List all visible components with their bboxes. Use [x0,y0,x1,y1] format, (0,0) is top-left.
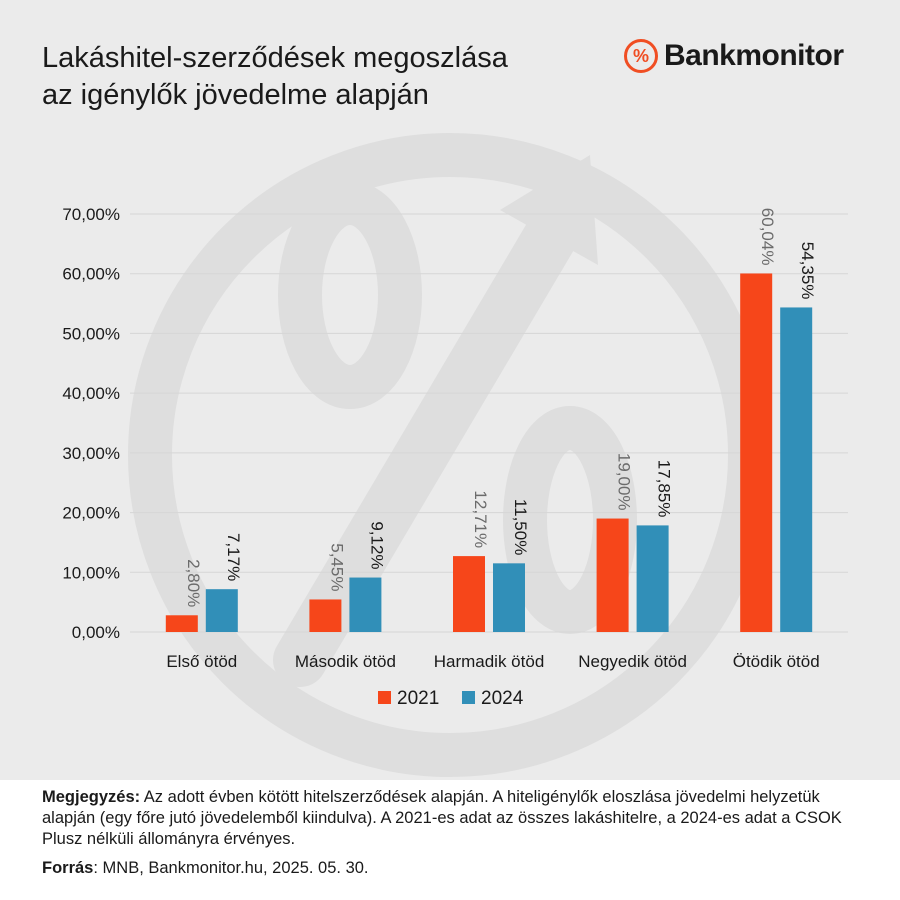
x-tick-label: Első ötöd [166,652,237,671]
data-label-2024: 54,35% [798,242,817,300]
title-line-2: az igénylők jövedelme alapján [42,79,429,111]
title-line-1: Lakáshitel-szerződések megoszlása [42,42,508,74]
data-label-2024: 11,50% [511,499,530,555]
note-label: Megjegyzés: [42,788,141,806]
bar-2021 [165,615,198,632]
x-tick-label: Második ötöd [295,652,396,671]
x-tick-label: Ötödik ötöd [733,652,820,671]
data-label-2024: 7,17% [224,533,243,581]
bar-chart: 0,00% 10,00% 20,00% 30,00% 40,00% 50,00% 60,00… [62,205,848,709]
note-text: Az adott évben kötött hitelszerződések a… [42,788,842,848]
y-tick-label: 70,00% [62,205,120,224]
legend-label: 2021 [397,688,439,709]
bar-2021 [453,556,485,632]
data-label-2021: 12,71% [471,490,490,548]
y-tick-label: 10,00% [62,563,120,582]
y-tick-label: 30,00% [62,444,120,463]
legend-swatch-2024 [462,691,475,704]
y-tick-label: 20,00% [62,504,120,523]
y-tick-label: 60,00% [62,265,120,284]
bar-2024 [205,589,238,632]
y-tick-label: 50,00% [62,324,120,343]
bar-2021 [596,518,629,632]
bar-2024 [349,577,382,632]
data-label-2021: 60,04% [758,208,777,266]
data-label-2021: 5,45% [327,543,346,591]
bar-2024 [636,525,669,632]
chart-panel: Lakáshitel-szerződések megoszlása az igé… [0,0,900,780]
legend-swatch-2021 [378,691,391,704]
data-label-2024: 17,85% [655,460,674,518]
logo-text: Bankmonitor [664,39,844,72]
y-tick-label: 0,00% [72,623,120,642]
bar-2024 [780,307,813,632]
source: Forrás: MNB, Bankmonitor.hu, 2025. 05. 3… [42,858,862,879]
bankmonitor-logo: % Bankmonitor [624,36,844,76]
data-label-2021: 19,00% [615,453,634,511]
y-tick-label: 40,00% [62,384,120,403]
bar-2021 [740,273,773,632]
bar-2021 [309,599,342,632]
data-label-2024: 9,12% [367,521,386,569]
data-label-2021: 2,80% [184,559,203,607]
source-label: Forrás [42,859,94,877]
source-text: : MNB, Bankmonitor.hu, 2025. 05. 30. [93,859,369,877]
x-tick-label: Harmadik ötöd [434,652,545,671]
x-tick-label: Negyedik ötöd [578,652,687,671]
percent-icon: % [624,39,658,73]
chart-title: Lakáshitel-szerződések megoszlása az igé… [42,40,508,114]
bar-2024 [493,563,525,632]
note: Megjegyzés: Az adott évben kötött hitels… [42,787,862,850]
footer: Megjegyzés: Az adott évben kötött hitels… [42,787,862,879]
legend-label: 2024 [481,688,524,709]
